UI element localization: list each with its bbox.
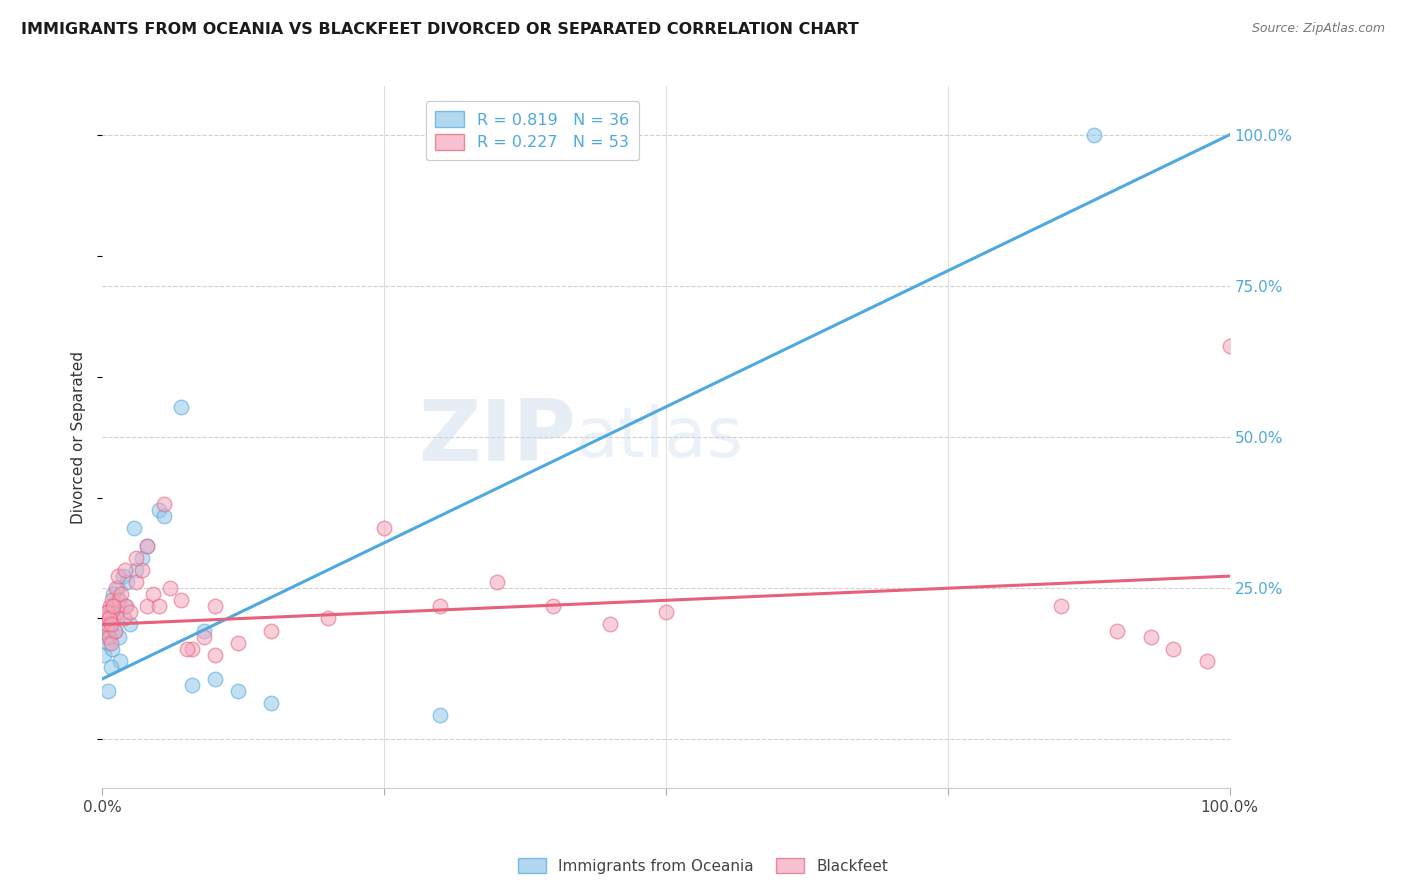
Point [1105,624,1128,638]
Point [96,606,118,620]
Point [93,648,115,662]
Point [112,611,135,625]
Text: ZIP: ZIP [418,395,576,478]
Point [108,630,131,644]
Point [1083,128,1105,142]
Point [93,624,115,638]
Point [104,581,127,595]
Point [260,624,283,638]
Point [159,581,181,595]
Point [541,599,564,614]
Point [1049,599,1071,614]
Point [429,599,451,614]
Point [136,599,159,614]
Point [485,575,508,590]
Point [153,508,176,523]
Point [226,635,249,649]
Point [125,551,148,566]
Text: Source: ZipAtlas.com: Source: ZipAtlas.com [1251,22,1385,36]
Point [111,569,134,583]
Point [100,635,122,649]
Point [148,599,170,614]
Point [104,624,127,638]
Text: atlas: atlas [576,403,744,471]
Point [142,587,165,601]
Point [176,641,198,656]
Point [98,611,121,625]
Point [193,630,215,644]
Point [120,606,142,620]
Point [1219,339,1241,353]
Point [204,648,226,662]
Point [98,624,121,638]
Point [373,521,395,535]
Point [181,641,204,656]
Point [204,672,226,686]
Point [148,502,170,516]
Point [101,641,124,656]
Point [98,599,121,614]
Point [122,521,145,535]
Point [98,611,121,625]
Point [114,599,136,614]
Point [125,563,148,577]
Point [110,654,132,668]
Point [101,593,124,607]
Point [105,593,128,607]
Point [108,593,131,607]
Point [316,611,339,625]
Point [120,617,142,632]
Point [94,630,117,644]
Point [226,684,249,698]
Point [599,617,621,632]
Point [103,599,125,614]
Point [115,599,138,614]
Point [104,611,127,625]
Point [136,539,159,553]
Point [104,624,127,638]
Point [98,630,121,644]
Point [97,606,120,620]
Point [181,678,204,692]
Point [94,611,117,625]
Point [110,587,132,601]
Point [97,684,120,698]
Point [429,708,451,723]
Point [131,551,153,566]
Legend: Immigrants from Oceania, Blackfeet: Immigrants from Oceania, Blackfeet [512,852,894,880]
Point [96,617,118,632]
Point [204,599,226,614]
Point [97,635,120,649]
Y-axis label: Divorced or Separated: Divorced or Separated [72,351,86,524]
Point [170,400,193,414]
Point [107,569,129,583]
Point [136,539,159,553]
Point [100,617,122,632]
Point [131,563,153,577]
Point [100,606,122,620]
Point [114,563,136,577]
Point [260,696,283,710]
Point [103,599,125,614]
Point [170,593,193,607]
Point [1197,654,1219,668]
Point [125,575,148,590]
Point [103,587,125,601]
Point [103,611,125,625]
Point [115,575,138,590]
Legend: R = 0.819   N = 36, R = 0.227   N = 53: R = 0.819 N = 36, R = 0.227 N = 53 [426,102,638,160]
Point [100,660,122,674]
Point [1139,630,1161,644]
Point [107,581,129,595]
Point [193,624,215,638]
Point [96,617,118,632]
Point [153,497,176,511]
Point [1163,641,1185,656]
Point [655,606,678,620]
Text: IMMIGRANTS FROM OCEANIA VS BLACKFEET DIVORCED OR SEPARATED CORRELATION CHART: IMMIGRANTS FROM OCEANIA VS BLACKFEET DIV… [21,22,859,37]
Point [105,606,128,620]
